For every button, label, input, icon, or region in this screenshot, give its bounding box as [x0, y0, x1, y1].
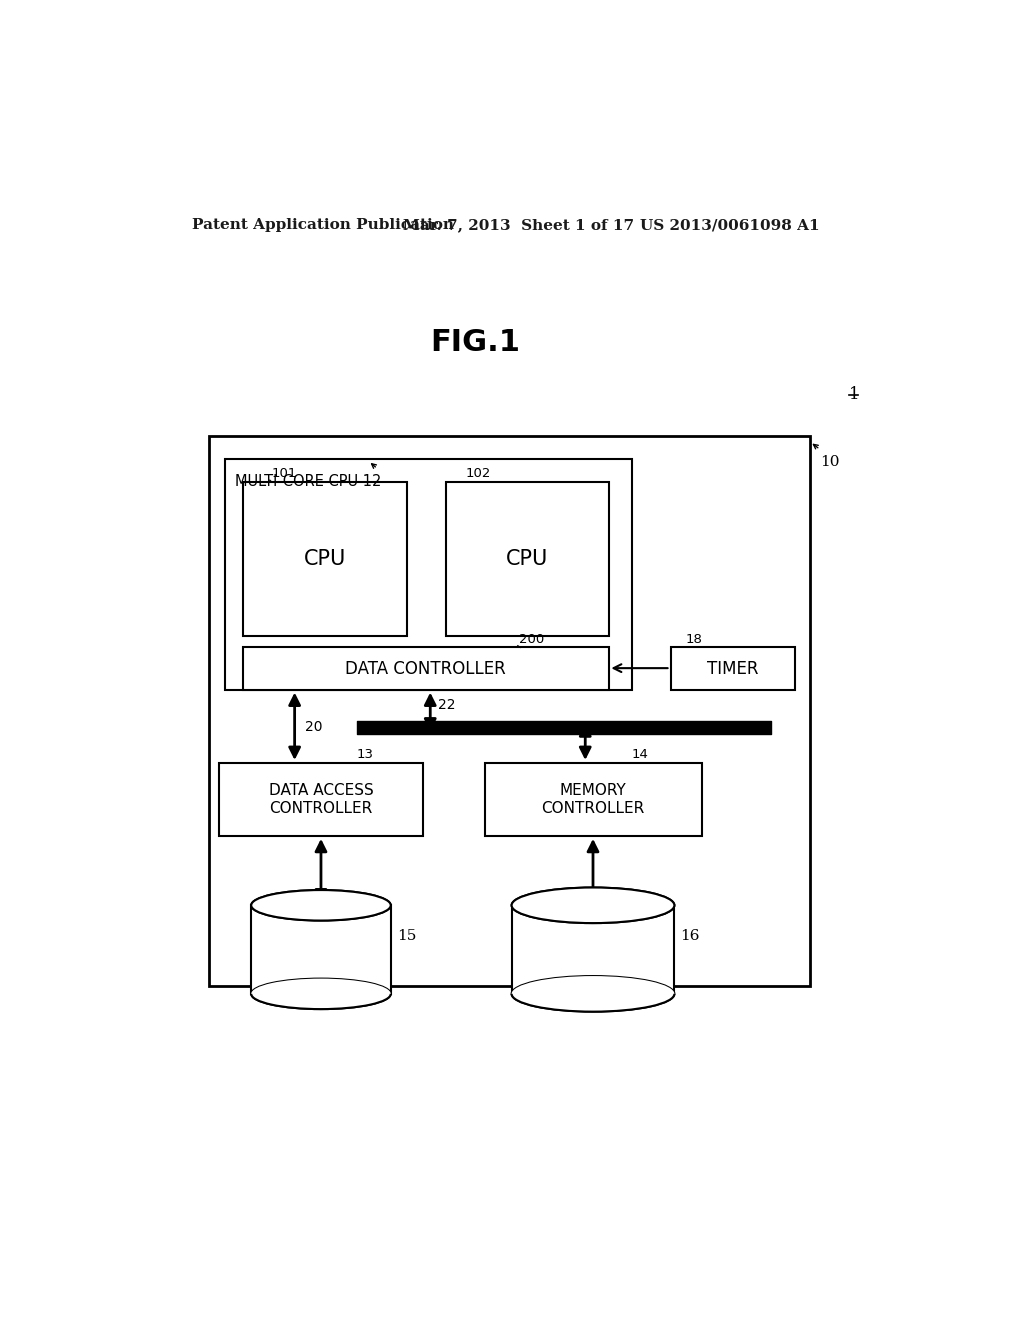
FancyBboxPatch shape — [251, 906, 391, 994]
Ellipse shape — [512, 887, 674, 923]
Text: Mar. 7, 2013  Sheet 1 of 17: Mar. 7, 2013 Sheet 1 of 17 — [403, 218, 634, 232]
Text: DATA ACCESS
CONTROLLER: DATA ACCESS CONTROLLER — [268, 783, 374, 816]
FancyBboxPatch shape — [484, 763, 701, 836]
Text: MULTI-CORE CPU 12: MULTI-CORE CPU 12 — [234, 474, 381, 490]
Text: 1: 1 — [849, 385, 859, 403]
FancyBboxPatch shape — [243, 482, 407, 636]
Text: 13: 13 — [356, 748, 374, 762]
FancyBboxPatch shape — [671, 647, 795, 689]
Text: Patent Application Publication: Patent Application Publication — [191, 218, 454, 232]
Text: 16: 16 — [681, 929, 700, 942]
Text: 20: 20 — [305, 719, 323, 734]
Ellipse shape — [251, 890, 391, 920]
Text: 22: 22 — [438, 698, 456, 711]
Text: US 2013/0061098 A1: US 2013/0061098 A1 — [640, 218, 819, 232]
Text: FIG.1: FIG.1 — [430, 327, 520, 356]
Text: DATA CONTROLLER: DATA CONTROLLER — [345, 660, 506, 677]
FancyBboxPatch shape — [243, 647, 608, 689]
Ellipse shape — [252, 890, 390, 920]
FancyBboxPatch shape — [445, 482, 608, 636]
FancyBboxPatch shape — [512, 906, 675, 994]
Text: 200: 200 — [519, 632, 545, 645]
Text: 15: 15 — [397, 929, 417, 942]
Text: CPU: CPU — [304, 549, 346, 569]
Ellipse shape — [251, 978, 391, 1008]
Text: MEMORY
CONTROLLER: MEMORY CONTROLLER — [542, 783, 645, 816]
Text: 102: 102 — [465, 467, 490, 480]
Ellipse shape — [512, 975, 675, 1011]
Text: CPU: CPU — [506, 549, 548, 569]
Ellipse shape — [512, 975, 675, 1011]
Ellipse shape — [251, 978, 391, 1008]
Ellipse shape — [512, 887, 675, 923]
FancyBboxPatch shape — [225, 459, 632, 689]
FancyBboxPatch shape — [209, 436, 810, 986]
Text: 101: 101 — [271, 467, 297, 480]
Text: 18: 18 — [686, 632, 702, 645]
Text: 10: 10 — [820, 455, 840, 469]
FancyBboxPatch shape — [219, 763, 423, 836]
Text: TIMER: TIMER — [707, 660, 758, 677]
Text: 14: 14 — [632, 748, 648, 762]
